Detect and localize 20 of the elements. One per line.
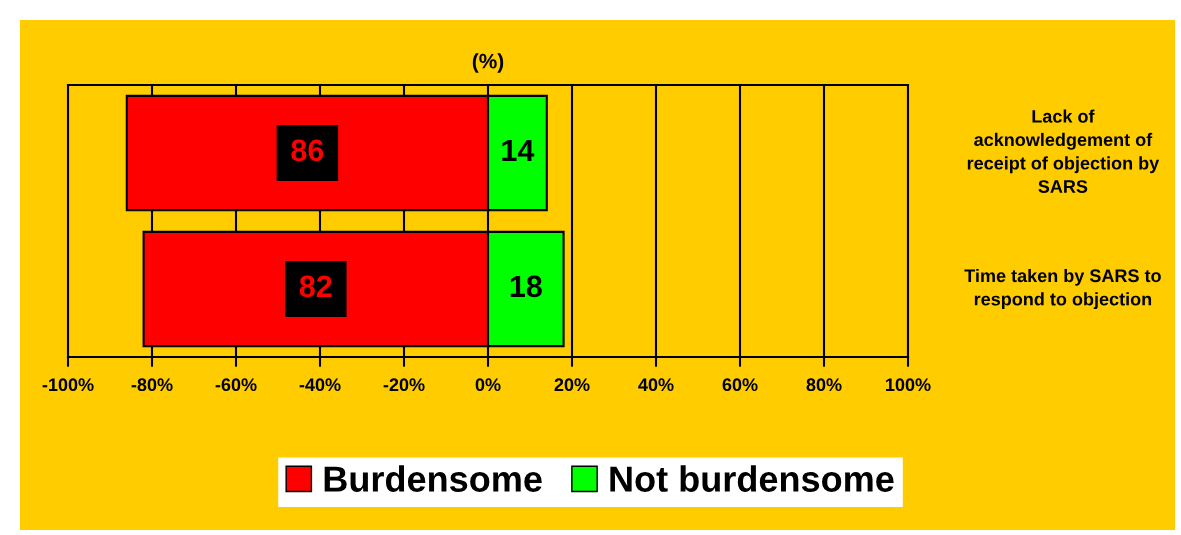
legend-label: Not burdensome [610,465,894,492]
data-label: 82 [299,275,332,298]
x-tick-label: 80% [806,378,842,392]
data-label: 18 [510,275,542,298]
y-tick-label: Time taken by SARS to respond to objection [964,268,1161,310]
x-tick-label: -40% [299,378,341,392]
x-tick-label: -100% [42,378,94,392]
x-tick-label: -80% [131,378,173,392]
x-tick-label: -60% [215,378,257,392]
x-tick-label: 0% [475,378,501,392]
legend-label: Burdensome [324,465,542,492]
x-tick-label: 40% [638,378,674,392]
x-tick-label: 100% [886,378,931,392]
data-label: 14 [502,139,535,161]
chart-title: (%) [472,53,504,73]
x-tick-label: -20% [383,378,425,392]
x-tick-label: 60% [722,378,758,392]
x-tick-label: 20% [554,378,590,392]
data-label: 86 [291,139,324,162]
y-tick-label: Lack of acknowledgement of receipt of objection by SARS [967,109,1160,193]
